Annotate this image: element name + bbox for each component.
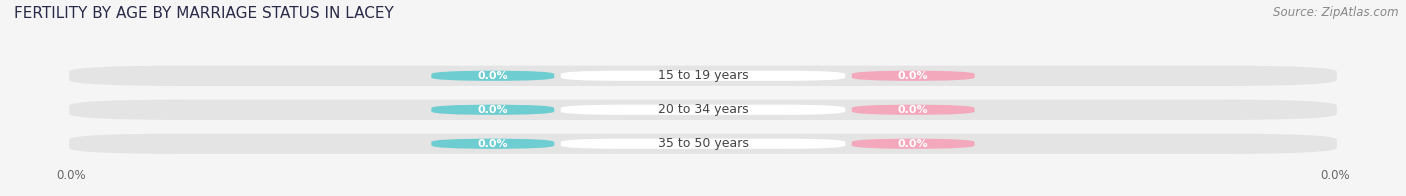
Text: 0.0%: 0.0%: [478, 139, 508, 149]
Text: 0.0%: 0.0%: [898, 71, 928, 81]
Text: 35 to 50 years: 35 to 50 years: [658, 137, 748, 150]
FancyBboxPatch shape: [852, 139, 974, 149]
Text: 15 to 19 years: 15 to 19 years: [658, 69, 748, 82]
Text: 0.0%: 0.0%: [478, 105, 508, 115]
FancyBboxPatch shape: [852, 105, 974, 115]
FancyBboxPatch shape: [432, 105, 554, 115]
Text: Source: ZipAtlas.com: Source: ZipAtlas.com: [1274, 6, 1399, 19]
FancyBboxPatch shape: [69, 133, 1337, 154]
Text: 0.0%: 0.0%: [478, 71, 508, 81]
FancyBboxPatch shape: [432, 139, 554, 149]
Text: FERTILITY BY AGE BY MARRIAGE STATUS IN LACEY: FERTILITY BY AGE BY MARRIAGE STATUS IN L…: [14, 6, 394, 21]
FancyBboxPatch shape: [561, 139, 845, 149]
Text: 0.0%: 0.0%: [898, 139, 928, 149]
FancyBboxPatch shape: [561, 105, 845, 115]
FancyBboxPatch shape: [69, 100, 1337, 120]
Text: 0.0%: 0.0%: [56, 169, 86, 181]
Text: 0.0%: 0.0%: [898, 105, 928, 115]
FancyBboxPatch shape: [561, 71, 845, 81]
FancyBboxPatch shape: [852, 71, 974, 81]
Text: 20 to 34 years: 20 to 34 years: [658, 103, 748, 116]
FancyBboxPatch shape: [69, 66, 1337, 86]
Text: 0.0%: 0.0%: [1320, 169, 1350, 181]
FancyBboxPatch shape: [432, 71, 554, 81]
